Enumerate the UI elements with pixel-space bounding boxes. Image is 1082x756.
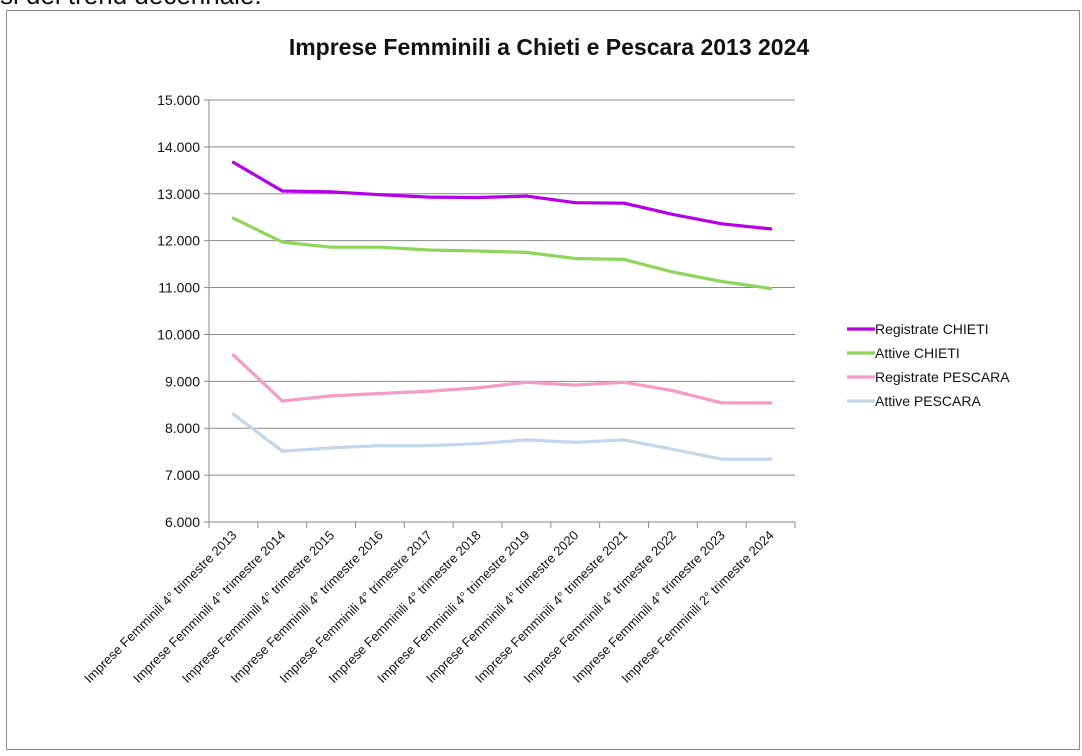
data-point [329, 446, 333, 450]
data-point [476, 249, 480, 253]
data-point [378, 392, 382, 396]
y-tick-label: 15.000 [157, 92, 200, 108]
data-point [573, 440, 577, 444]
series-line-attive-chieti [231, 216, 773, 291]
data-point [329, 245, 333, 249]
data-point [769, 286, 773, 290]
legend-label: Registrate CHIETI [875, 321, 989, 337]
data-point [476, 442, 480, 446]
series-line-registrate-chieti [231, 160, 773, 231]
data-point [280, 449, 284, 453]
data-point [427, 195, 431, 199]
data-point [573, 383, 577, 387]
data-point [573, 256, 577, 260]
y-axis-tick-labels: 6.000 7.000 8.000 9.000 10.000 11.000 12.000 13… [157, 92, 200, 530]
y-tick-label: 10.000 [157, 326, 200, 342]
data-point [280, 240, 284, 244]
series-line-attive-pescara [231, 412, 773, 461]
y-tick-label: 13.000 [157, 186, 200, 202]
data-point [329, 394, 333, 398]
data-point [769, 401, 773, 405]
data-point [280, 399, 284, 403]
data-point [280, 189, 284, 193]
data-point [524, 380, 528, 384]
legend-label: Attive CHIETI [875, 345, 960, 361]
data-point [720, 222, 724, 226]
data-point [769, 457, 773, 461]
data-point [378, 193, 382, 197]
y-tick-label: 12.000 [157, 233, 200, 249]
data-point [524, 194, 528, 198]
data-point [476, 386, 480, 390]
series-line-registrate-pescara [231, 353, 773, 405]
axes [204, 99, 796, 528]
data-point [427, 248, 431, 252]
y-tick-label: 8.000 [165, 420, 200, 436]
x-axis-tick-labels: Imprese Femminili 4° trimestre 2013Impre… [81, 528, 777, 686]
y-tick-label: 9.000 [165, 373, 200, 389]
legend: Registrate CHIETI Attive CHIETI Registrate… [847, 321, 1010, 409]
data-point [720, 279, 724, 283]
series-lines [231, 160, 773, 461]
chart-title: Imprese Femminili a Chieti e Pescara 201… [289, 34, 810, 60]
y-tick-label: 11.000 [158, 280, 200, 296]
data-point [378, 245, 382, 249]
data-point [476, 196, 480, 200]
data-point [622, 380, 626, 384]
data-point [573, 201, 577, 205]
y-tick-label: 14.000 [157, 139, 200, 155]
data-point [329, 190, 333, 194]
legend-label: Registrate PESCARA [875, 369, 1010, 385]
data-point [671, 212, 675, 216]
data-point [720, 401, 724, 405]
y-tick-label: 6.000 [165, 514, 200, 530]
legend-label: Attive PESCARA [875, 393, 981, 409]
data-point [378, 444, 382, 448]
data-point [622, 438, 626, 442]
data-point [671, 270, 675, 274]
data-point [671, 389, 675, 393]
data-point [427, 389, 431, 393]
data-point [231, 216, 235, 220]
document-text-fragment: si del trend decennale. [0, 0, 262, 11]
data-point [622, 201, 626, 205]
data-point [524, 250, 528, 254]
data-point [720, 457, 724, 461]
gridlines [209, 99, 795, 476]
data-point [769, 227, 773, 231]
line-chart: Imprese Femminili a Chieti e Pescara 201… [81, 34, 1010, 686]
data-point [231, 353, 235, 357]
data-point [427, 444, 431, 448]
data-point [622, 257, 626, 261]
chart-area: Imprese Femminili a Chieti e Pescara 201… [6, 10, 1080, 750]
y-tick-label: 7.000 [165, 467, 200, 483]
data-point [231, 160, 235, 164]
data-point [524, 438, 528, 442]
data-point [671, 447, 675, 451]
data-point [231, 412, 235, 416]
